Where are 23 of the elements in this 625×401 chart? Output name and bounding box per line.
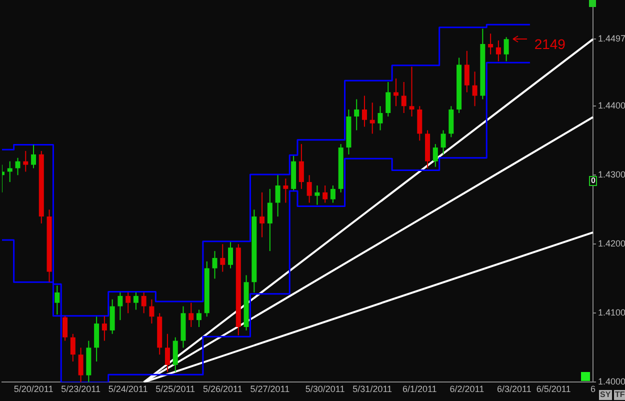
annotation: 0 xyxy=(589,176,598,186)
x-tick-label: 5/31/2011 xyxy=(352,384,392,394)
x-tick-label: 5/20/2011 xyxy=(14,384,54,394)
y-tick-label: 1.4497 xyxy=(598,34,625,44)
x-tick-label: 6/5/2011 xyxy=(536,384,571,394)
x-tick-label: 6/1/2011 xyxy=(402,384,437,394)
x-tick-label: 5/27/2011 xyxy=(250,384,290,394)
x-tick-label: 5/30/2011 xyxy=(305,384,345,394)
y-tick-label: 1.4000 xyxy=(598,376,625,387)
y-tick-label: 1.4300 xyxy=(598,170,625,180)
y-tick-label: 1.4400 xyxy=(598,100,625,111)
y-tick-label: 1.4200 xyxy=(598,238,625,249)
x-tick-label: 5/26/2011 xyxy=(202,384,242,394)
x-tick-label: 6/3/2011 xyxy=(497,384,532,394)
x-tick-label: 6/2/2011 xyxy=(450,384,484,394)
x-tick-label: 5/25/2011 xyxy=(156,384,196,394)
text: SY xyxy=(599,390,612,400)
x-tick-label: 5/24/2011 xyxy=(108,384,148,394)
annotation: 2149 xyxy=(534,36,566,52)
x-tick-label: 6 xyxy=(590,384,596,394)
text: TF xyxy=(614,390,625,400)
y-tick-label: 1.4100 xyxy=(598,308,625,318)
x-tick-label: 5/23/2011 xyxy=(61,384,100,394)
